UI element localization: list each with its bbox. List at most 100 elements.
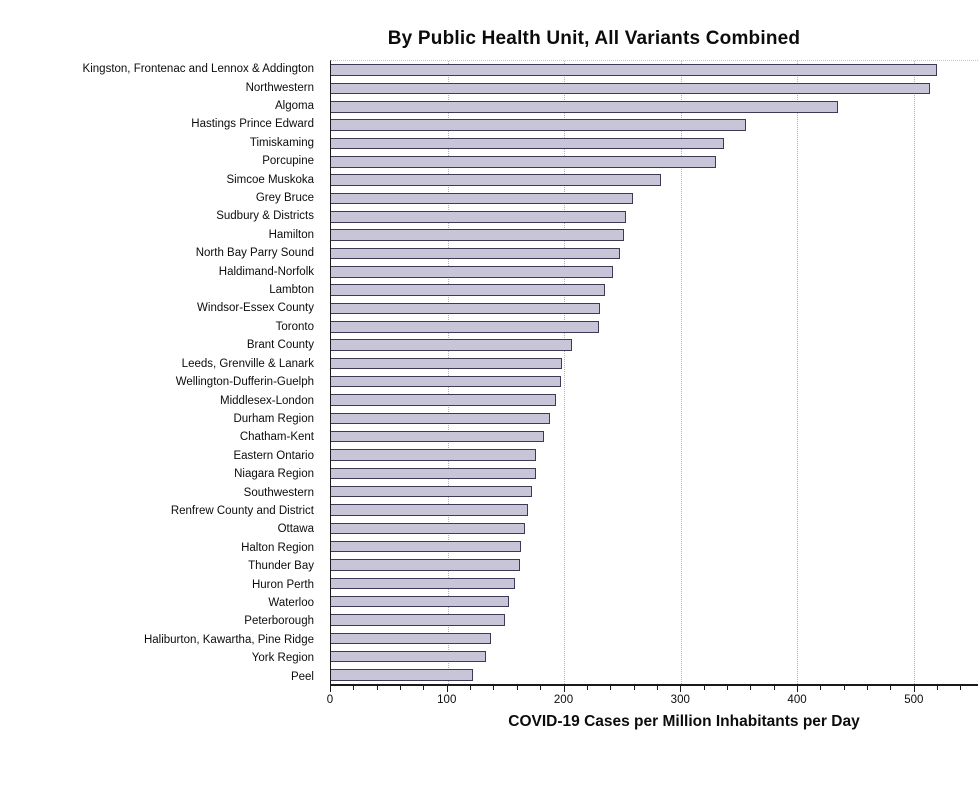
gridline-400 bbox=[797, 61, 799, 684]
x-tick-label-0: 0 bbox=[326, 694, 334, 706]
x-major-tick-0 bbox=[330, 686, 331, 692]
y-axis-label: Sudbury & Districts bbox=[216, 210, 314, 223]
y-axis-label: Northwestern bbox=[245, 81, 314, 94]
x-tick-label-100: 100 bbox=[437, 694, 457, 706]
x-minor-tick bbox=[540, 686, 542, 690]
y-axis-label: York Region bbox=[251, 652, 314, 665]
bar-halton-region bbox=[331, 540, 522, 553]
y-axis-label: Porcupine bbox=[262, 155, 314, 168]
x-major-tick-200 bbox=[563, 686, 565, 692]
x-axis-title: COVID-19 Cases per Million Inhabitants p… bbox=[508, 713, 860, 730]
bar-row bbox=[331, 428, 978, 446]
bar-york-region bbox=[331, 650, 487, 663]
x-major-tick-500 bbox=[913, 686, 915, 692]
x-minor-tick bbox=[960, 686, 962, 690]
bar-row bbox=[331, 153, 978, 171]
y-axis-label: Southwestern bbox=[243, 486, 314, 499]
x-tick-label-500: 500 bbox=[904, 694, 924, 706]
bar-row bbox=[331, 538, 978, 556]
bar-peterborough bbox=[331, 614, 505, 626]
bar-southwestern bbox=[331, 485, 532, 498]
y-axis-label: Toronto bbox=[275, 320, 314, 333]
y-axis-label: Chatham-Kent bbox=[239, 431, 314, 444]
bar-chatham-kent bbox=[331, 430, 545, 443]
bar-huron-perth bbox=[331, 577, 516, 590]
gridline-200 bbox=[564, 61, 566, 684]
gridline-300 bbox=[680, 61, 682, 684]
bar-hamilton bbox=[331, 229, 624, 241]
bar-grey-bruce bbox=[331, 192, 633, 205]
bar-row bbox=[331, 648, 978, 666]
gridline-100 bbox=[447, 61, 449, 684]
bar-row bbox=[331, 629, 978, 647]
bar-row bbox=[331, 446, 978, 464]
bar-north-bay-parry-sound bbox=[331, 247, 621, 260]
bar-row bbox=[331, 79, 978, 97]
y-axis-label: Algoma bbox=[275, 100, 314, 113]
bar-haldimand-norfolk bbox=[331, 266, 614, 278]
x-major-tick-400 bbox=[797, 686, 799, 692]
y-axis-label: Halton Region bbox=[241, 541, 314, 554]
y-axis-label: Huron Perth bbox=[251, 578, 314, 591]
bar-kingston-frontenac-and-lennox-addington bbox=[331, 64, 938, 76]
bar-thunder-bay bbox=[331, 559, 520, 571]
y-axis-label: Hamilton bbox=[268, 228, 314, 241]
bar-row bbox=[331, 226, 978, 244]
bar-row bbox=[331, 263, 978, 281]
x-minor-tick bbox=[703, 686, 705, 690]
bar-row bbox=[331, 354, 978, 372]
x-tick-label-200: 200 bbox=[553, 694, 574, 706]
y-axis-label: Thunder Bay bbox=[248, 560, 314, 573]
x-major-tick-300 bbox=[680, 686, 682, 692]
y-axis-labels: Kingston, Frontenac and Lennox & Addingt… bbox=[0, 60, 322, 686]
bar-row bbox=[331, 556, 978, 574]
x-major-tick-100 bbox=[446, 686, 448, 692]
x-minor-tick bbox=[376, 686, 378, 690]
y-axis-label: Peterborough bbox=[244, 615, 314, 628]
x-minor-tick bbox=[586, 686, 588, 690]
y-axis-label: North Bay Parry Sound bbox=[195, 247, 314, 260]
x-tick-label-400: 400 bbox=[787, 694, 807, 706]
bar-row bbox=[331, 61, 978, 79]
bar-row bbox=[331, 208, 978, 226]
x-minor-tick bbox=[773, 686, 775, 690]
bar-row bbox=[331, 519, 978, 537]
bar-timiskaming bbox=[331, 137, 724, 150]
y-axis-label: Wellington-Dufferin-Guelph bbox=[175, 376, 314, 389]
bar-lambton bbox=[331, 284, 605, 296]
y-axis-label: Haldimand-Norfolk bbox=[218, 265, 314, 278]
bar-simcoe-muskoka bbox=[331, 174, 661, 186]
bar-row bbox=[331, 336, 978, 354]
bar-row bbox=[331, 299, 978, 317]
bar-waterloo bbox=[331, 595, 510, 608]
bar-eastern-ontario bbox=[331, 449, 537, 461]
bar-row bbox=[331, 483, 978, 501]
y-axis-label: Timiskaming bbox=[249, 136, 314, 149]
bar-row bbox=[331, 611, 978, 629]
bar-sudbury-districts bbox=[331, 211, 626, 223]
x-minor-tick bbox=[843, 686, 845, 690]
bar-niagara-region bbox=[331, 467, 537, 480]
bar-leeds-grenville-lanark bbox=[331, 357, 562, 370]
x-minor-tick bbox=[820, 686, 822, 690]
x-axis-ticks bbox=[330, 686, 978, 694]
bar-row bbox=[331, 391, 978, 409]
x-minor-tick bbox=[890, 686, 892, 690]
y-axis-label: Simcoe Muskoka bbox=[226, 173, 314, 186]
x-minor-tick bbox=[610, 686, 612, 690]
bar-row bbox=[331, 574, 978, 592]
bar-toronto bbox=[331, 321, 600, 333]
y-axis-label: Niagara Region bbox=[234, 468, 314, 481]
x-minor-tick bbox=[867, 686, 869, 690]
bar-row bbox=[331, 116, 978, 134]
bar-row bbox=[331, 464, 978, 482]
x-minor-tick bbox=[423, 686, 425, 690]
y-axis-label: Brant County bbox=[246, 339, 314, 352]
bar-row bbox=[331, 318, 978, 336]
bar-haliburton-kawartha-pine-ridge bbox=[331, 632, 491, 645]
bar-row bbox=[331, 409, 978, 427]
x-minor-tick bbox=[400, 686, 402, 690]
y-axis-label: Ottawa bbox=[277, 523, 314, 536]
bar-windsor-essex-county bbox=[331, 302, 601, 315]
y-axis-label: Kingston, Frontenac and Lennox & Addingt… bbox=[82, 63, 314, 76]
